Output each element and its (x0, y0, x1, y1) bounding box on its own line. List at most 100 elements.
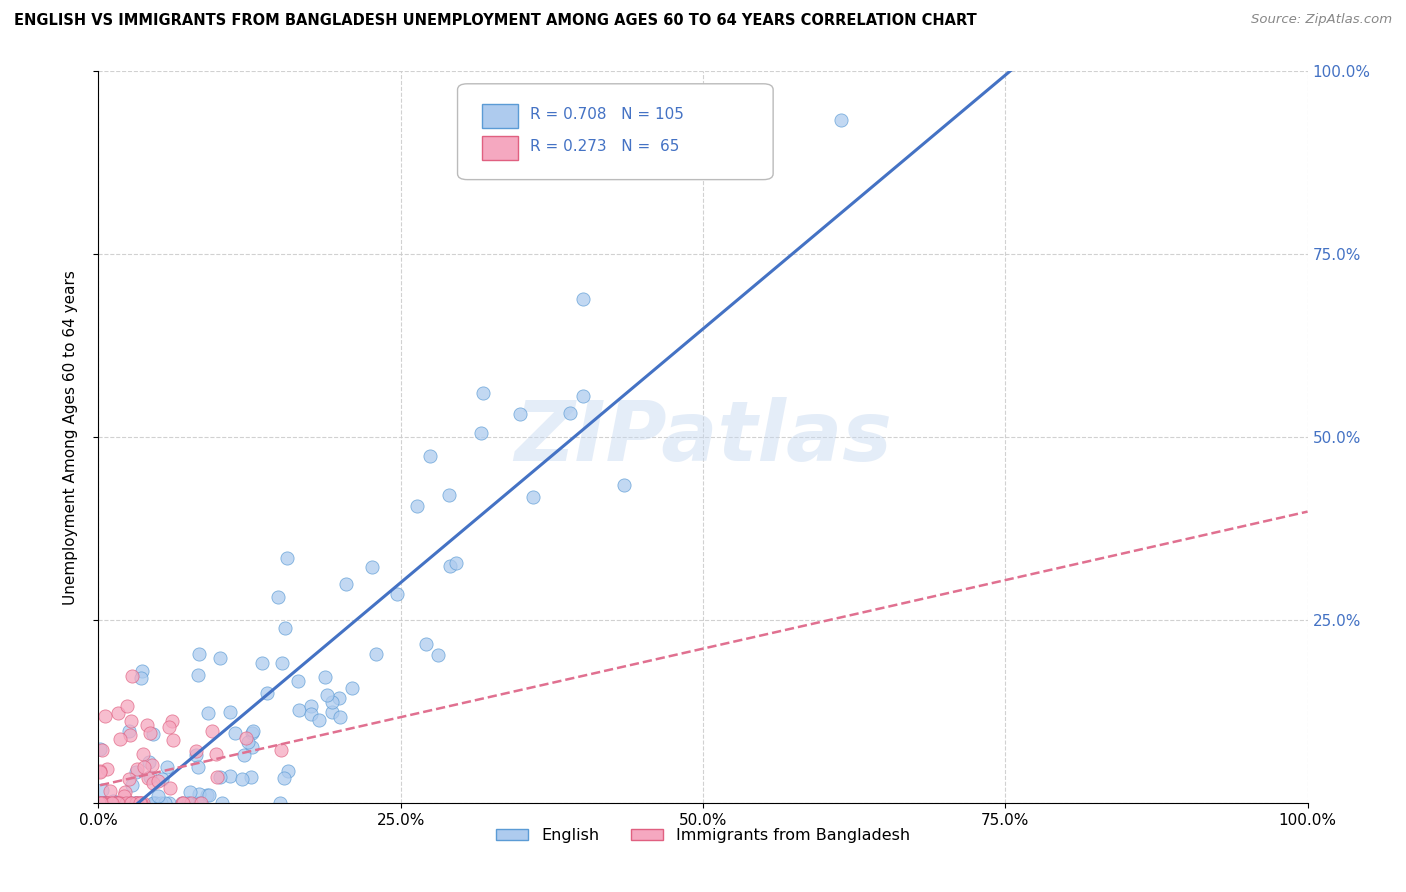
Point (361, 559, 384, 574)
Point (150, 796, 173, 810)
Point (308, 713, 330, 727)
Point (188, 787, 211, 801)
FancyBboxPatch shape (457, 84, 773, 179)
Point (128, 796, 150, 810)
Point (187, 760, 209, 774)
Point (209, 771, 232, 785)
Point (127, 796, 149, 810)
Point (218, 705, 240, 719)
Point (114, 796, 136, 810)
Point (187, 647, 209, 661)
Point (205, 747, 228, 761)
Point (111, 796, 134, 810)
Point (125, 796, 148, 810)
Point (146, 789, 169, 803)
Point (299, 698, 322, 713)
Point (125, 796, 148, 810)
Point (110, 731, 132, 746)
Point (138, 725, 160, 739)
FancyBboxPatch shape (482, 104, 517, 128)
Point (439, 558, 461, 573)
Point (211, 796, 233, 810)
Point (236, 735, 259, 749)
Point (101, 796, 124, 810)
Point (274, 621, 297, 635)
Point (107, 796, 129, 810)
Point (141, 758, 163, 772)
Point (89, 765, 111, 780)
Point (124, 796, 146, 810)
Point (172, 796, 194, 810)
Point (180, 796, 202, 810)
Point (315, 688, 337, 702)
Point (100, 796, 122, 810)
Point (115, 796, 138, 810)
Point (198, 788, 221, 802)
Point (159, 781, 181, 796)
Point (201, 723, 224, 738)
Point (120, 796, 142, 810)
Point (277, 764, 299, 778)
Point (184, 744, 207, 758)
Point (219, 769, 242, 783)
Point (231, 772, 253, 786)
Point (148, 773, 170, 788)
Point (90, 796, 112, 810)
Point (134, 760, 156, 774)
Point (240, 726, 263, 740)
Point (110, 796, 132, 810)
Point (385, 587, 408, 601)
Point (120, 728, 142, 742)
Point (138, 771, 160, 785)
Text: ENGLISH VS IMMIGRANTS FROM BANGLADESH UNEMPLOYMENT AMONG AGES 60 TO 64 YEARS COR: ENGLISH VS IMMIGRANTS FROM BANGLADESH UN… (14, 13, 977, 29)
Point (110, 796, 132, 810)
Text: R = 0.708   N = 105: R = 0.708 N = 105 (530, 107, 683, 122)
Point (314, 670, 336, 684)
Point (224, 726, 246, 740)
Point (107, 796, 129, 810)
Point (186, 796, 208, 810)
Point (572, 292, 595, 306)
Point (115, 699, 138, 714)
Point (91, 796, 114, 810)
Point (150, 772, 173, 787)
Point (136, 718, 159, 732)
Point (470, 426, 492, 441)
Point (142, 776, 165, 790)
Point (96, 796, 118, 810)
Point (415, 637, 437, 651)
Point (197, 706, 219, 721)
Point (89, 741, 111, 756)
Point (91, 796, 114, 810)
Point (209, 650, 232, 665)
Point (287, 673, 309, 688)
Point (94, 708, 117, 723)
Point (252, 657, 274, 671)
Point (120, 796, 142, 810)
Legend: English, Immigrants from Bangladesh: English, Immigrants from Bangladesh (489, 822, 917, 850)
Point (830, 113, 852, 128)
Point (125, 796, 148, 810)
Point (156, 760, 179, 774)
Point (172, 796, 194, 810)
Point (89, 796, 111, 810)
Point (96, 796, 118, 810)
Point (139, 770, 162, 784)
Point (472, 386, 495, 401)
Point (321, 695, 343, 709)
Point (118, 796, 141, 810)
Point (91, 783, 114, 797)
Point (157, 720, 180, 734)
Point (96, 763, 118, 777)
Point (93, 796, 115, 810)
Point (114, 785, 136, 799)
Point (121, 669, 143, 683)
Point (129, 796, 152, 810)
Point (120, 714, 142, 728)
Point (240, 739, 263, 754)
Point (328, 710, 350, 724)
Point (100, 796, 122, 810)
Point (364, 648, 387, 662)
Point (267, 591, 290, 605)
Point (96, 796, 118, 810)
